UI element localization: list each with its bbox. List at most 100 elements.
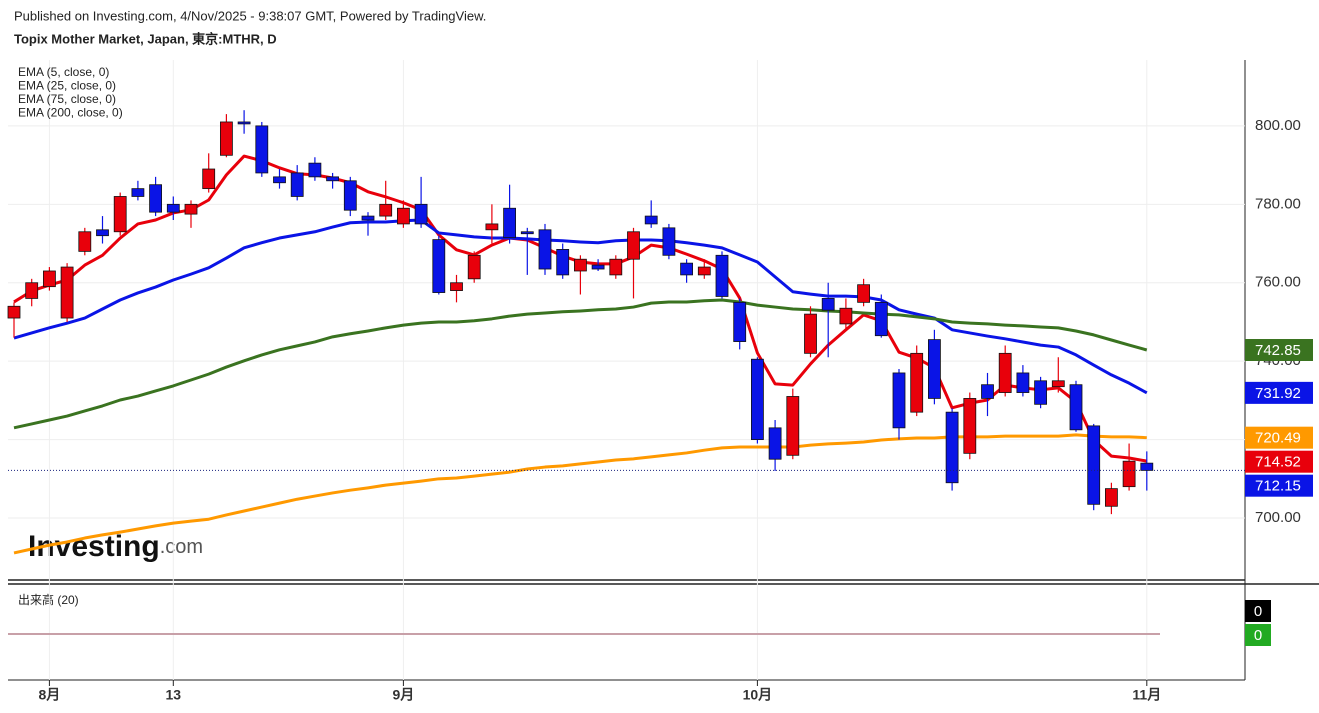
logo-suffix: .com — [160, 536, 203, 558]
x-tick-label: 11月 — [1132, 687, 1161, 703]
y-tick-label: 780.00 — [1255, 195, 1301, 212]
candle-body — [396, 207, 410, 225]
candle-body — [96, 229, 109, 237]
price-tag — [1245, 426, 1313, 449]
candle-body — [485, 223, 499, 231]
candle-body — [768, 427, 782, 460]
candle-body — [821, 298, 835, 311]
x-tick-label: 13 — [166, 687, 182, 703]
candle-body — [343, 180, 357, 211]
candle-body — [804, 313, 817, 354]
candle-body — [273, 176, 286, 184]
candle-body — [786, 396, 800, 456]
ema-line — [13, 218, 1148, 395]
candle-body — [1016, 372, 1030, 393]
volume-tag-label: 0 — [1254, 627, 1262, 644]
candle-body — [998, 352, 1012, 393]
price-tag-label: 720.49 — [1255, 430, 1301, 447]
candle-body — [981, 384, 994, 399]
price-tag — [1245, 474, 1313, 497]
candle-body — [945, 411, 959, 484]
candle-body — [184, 203, 198, 215]
candle-body — [1069, 384, 1083, 431]
candle-body — [963, 398, 977, 454]
legend-entry: EMA (5, close, 0) — [18, 65, 109, 79]
publisher-note: Published on Investing.com, 4/Nov/2025 -… — [14, 8, 486, 23]
candle-body — [697, 266, 711, 276]
price-tag — [1245, 450, 1313, 473]
candle-body — [680, 262, 693, 276]
volume-tag-label: 0 — [1254, 603, 1262, 620]
candle-body — [520, 231, 534, 235]
candle-body — [1140, 462, 1154, 471]
ema-line — [13, 433, 1147, 555]
x-tick-label: 8月 — [39, 687, 61, 703]
candle-body — [644, 215, 658, 225]
candle-body — [131, 188, 145, 197]
x-tick-label: 9月 — [393, 687, 415, 703]
candle-body — [219, 121, 233, 156]
candle-body — [609, 258, 623, 276]
candle-body — [733, 301, 747, 342]
candle-body — [450, 282, 463, 291]
candle-body — [308, 162, 322, 178]
candle-body — [237, 121, 251, 125]
candle-body — [662, 227, 676, 256]
candle-body — [892, 372, 906, 429]
candle-body — [414, 203, 428, 225]
legend-entry: EMA (25, close, 0) — [18, 79, 116, 93]
legend-entry: EMA (200, close, 0) — [18, 106, 123, 120]
price-tag-label: 712.15 — [1255, 478, 1301, 495]
price-tag-label: 714.52 — [1255, 454, 1301, 471]
candle-body — [1105, 488, 1118, 507]
volume-tag — [1245, 624, 1271, 646]
logo: Investing.com — [28, 530, 203, 563]
candle-body — [715, 254, 729, 297]
candle-body — [202, 168, 216, 190]
candle-body — [839, 307, 853, 325]
candle-body — [910, 352, 924, 413]
candle-body — [379, 203, 393, 217]
candle-body — [538, 229, 552, 270]
x-tick-label: 10月 — [743, 687, 773, 703]
price-tag — [1245, 381, 1313, 404]
price-tag-label: 742.85 — [1255, 342, 1301, 359]
candle-body — [751, 358, 764, 441]
candle-body — [627, 231, 640, 260]
candle-body — [1087, 425, 1101, 505]
candle-body — [556, 249, 570, 276]
candle-body — [574, 258, 587, 272]
candle-body — [78, 231, 92, 252]
candle-body — [290, 172, 304, 197]
volume-label: 出来高 (20) — [18, 592, 79, 607]
candle-body — [43, 270, 56, 288]
candle-body — [60, 266, 74, 319]
candle-body — [113, 196, 127, 233]
candle-body — [149, 184, 163, 213]
candle-body — [874, 301, 888, 337]
candle-body — [326, 176, 340, 182]
candle-body — [1034, 380, 1047, 405]
price-tag-label: 731.92 — [1255, 385, 1301, 402]
candle-body — [857, 284, 870, 303]
candle-body — [928, 339, 941, 399]
y-tick-label: 700.00 — [1255, 509, 1301, 526]
candle-body — [503, 207, 517, 239]
candle-body — [1051, 380, 1065, 388]
candle-body — [432, 239, 446, 293]
candle-body — [166, 203, 180, 213]
y-tick-label: 760.00 — [1255, 274, 1301, 291]
chart-title: Topix Mother Market, Japan, 東京:MTHR, D — [14, 31, 277, 46]
candle-body — [25, 282, 39, 299]
ema-line — [13, 298, 1148, 430]
candle-body — [255, 125, 269, 174]
price-tag — [1245, 339, 1313, 361]
candle-body — [467, 254, 481, 280]
candle-body — [1122, 460, 1136, 488]
volume-tag — [1245, 600, 1271, 622]
candle-body — [7, 305, 21, 319]
ema-line — [13, 154, 1148, 463]
candle-body — [591, 264, 605, 270]
legend-entry: EMA (75, close, 0) — [18, 92, 116, 106]
